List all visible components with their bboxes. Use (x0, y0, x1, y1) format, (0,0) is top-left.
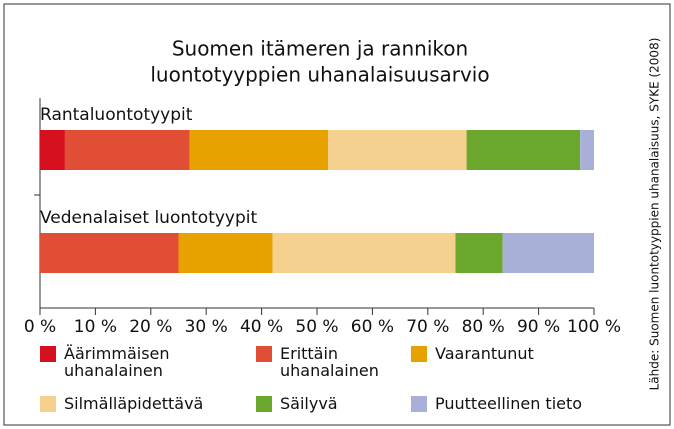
x-tick-label: 20 % (129, 317, 172, 337)
bar-segment (64, 130, 190, 170)
bar-segment (328, 130, 467, 170)
bar-segment (178, 233, 273, 273)
x-tick-label: 80 % (462, 317, 505, 337)
bar-segment (189, 130, 329, 170)
bar-segment (40, 233, 179, 273)
legend-swatch (411, 346, 427, 362)
x-tick-label: 40 % (240, 317, 283, 337)
bar-segment (502, 233, 594, 273)
x-tick-label: 30 % (185, 317, 228, 337)
legend-label: Vaarantunut (435, 344, 534, 363)
bar-segment (580, 130, 594, 170)
bar-segment (40, 130, 65, 170)
x-tick-label: 60 % (351, 317, 394, 337)
legend-label: Äärimmäisen uhanalainen (64, 344, 170, 380)
legend-label: Säilyvä (280, 394, 338, 413)
x-tick-label: 70 % (406, 317, 449, 337)
legend-swatch (411, 396, 427, 412)
category-label: Rantaluontotyypit (40, 105, 193, 125)
legend-swatch (256, 396, 272, 412)
x-tick-label: 90 % (517, 317, 560, 337)
x-tick-label: 50 % (295, 317, 338, 337)
chart-title: Suomen itämeren ja rannikon (172, 37, 468, 61)
chart-title: luontotyyppien uhanalaisuusarvio (150, 63, 489, 87)
legend-label: Silmälläpidettävä (64, 394, 204, 413)
bar-segment (455, 233, 503, 273)
category-label: Vedenalaiset luontotyypit (40, 208, 257, 228)
x-tick-label: 0 % (24, 317, 56, 337)
legend-swatch (256, 346, 272, 362)
bar-segment (466, 130, 581, 170)
legend-label: Puutteellinen tieto (435, 394, 583, 413)
x-tick-label: 10 % (74, 317, 117, 337)
legend-swatch (40, 346, 56, 362)
frame-border (3, 3, 671, 426)
legend-swatch (40, 396, 56, 412)
bar-segment (272, 233, 456, 273)
x-tick-label: 100 % (567, 317, 621, 337)
legend-label: Erittäin uhanalainen (280, 344, 379, 380)
source-note: Lähde: Suomen luontotyyppien uhanalaisuu… (648, 38, 662, 391)
